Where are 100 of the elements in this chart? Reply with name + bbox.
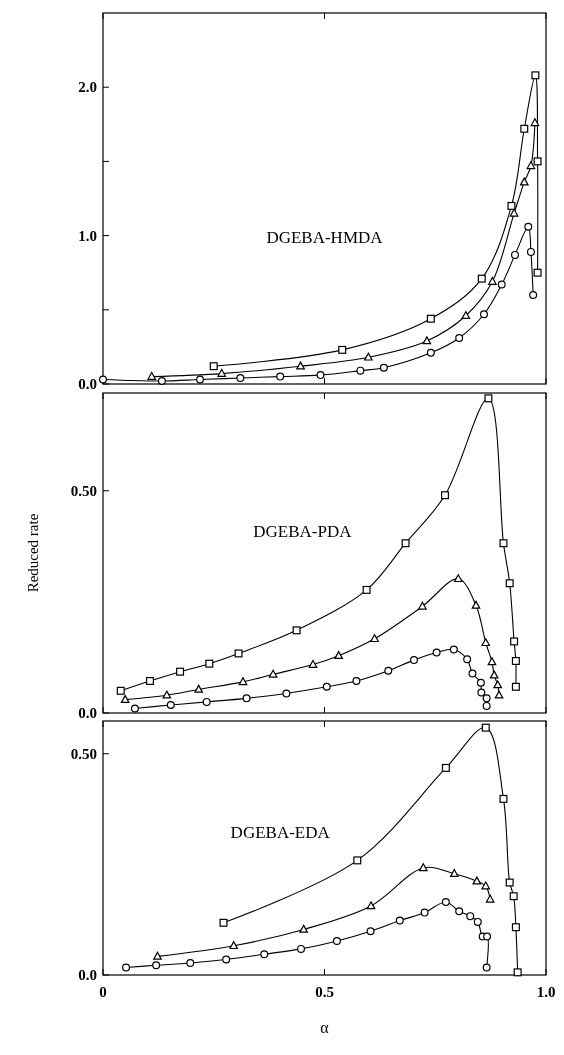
point [531, 71, 540, 80]
point [526, 247, 535, 256]
point [362, 585, 371, 594]
point [441, 491, 449, 500]
point [418, 601, 427, 610]
point [479, 310, 488, 319]
point [384, 666, 393, 675]
point [205, 659, 214, 668]
point [511, 657, 520, 665]
point [482, 963, 491, 972]
point [455, 907, 464, 916]
point [499, 794, 508, 803]
point [481, 881, 491, 890]
point [449, 645, 458, 654]
point [520, 124, 529, 133]
point [418, 863, 428, 872]
point [145, 677, 154, 685]
annotation: DGEBA-PDA [253, 522, 353, 541]
point [511, 923, 520, 932]
point [364, 352, 373, 361]
point [426, 314, 435, 323]
point [441, 897, 450, 906]
point [533, 268, 542, 277]
point [453, 574, 463, 583]
x-tick-label: 1.0 [536, 984, 556, 1000]
point [353, 856, 362, 865]
point [481, 638, 491, 647]
point [493, 680, 503, 689]
point [297, 944, 306, 953]
point [370, 634, 379, 643]
point [395, 916, 404, 925]
point [463, 655, 472, 664]
point [209, 362, 218, 371]
point [455, 334, 464, 342]
point [401, 539, 410, 548]
point [505, 579, 514, 588]
point [510, 250, 519, 259]
point [260, 950, 269, 959]
y-tick-label: 0.0 [78, 967, 97, 984]
point [510, 637, 519, 646]
point [130, 704, 139, 713]
point [426, 348, 435, 357]
point [509, 208, 519, 217]
y-tick-label: 1.0 [78, 227, 97, 244]
point [238, 677, 248, 686]
point [268, 669, 278, 678]
point [166, 701, 175, 709]
point [507, 201, 516, 210]
point [153, 951, 162, 960]
point [186, 959, 195, 968]
point [152, 961, 161, 970]
point [219, 918, 228, 927]
point [147, 371, 157, 380]
point [432, 648, 441, 657]
annotation: DGEBA-EDA [230, 822, 331, 842]
point [524, 222, 533, 231]
point [449, 868, 459, 877]
point [473, 917, 482, 926]
point [322, 682, 331, 691]
point [196, 375, 205, 384]
point [122, 963, 131, 972]
point [332, 936, 341, 945]
point [356, 366, 365, 375]
point [338, 345, 347, 354]
point [162, 690, 172, 699]
annotation: DGEBA-HMDA [266, 228, 384, 248]
point [488, 276, 497, 285]
point [116, 686, 125, 695]
point [487, 657, 497, 666]
point [292, 626, 301, 635]
point [282, 689, 291, 698]
point [217, 368, 227, 377]
point [441, 763, 450, 772]
point [316, 371, 325, 380]
y-tick-label: 0.0 [78, 705, 97, 722]
point [334, 650, 344, 659]
point [222, 955, 231, 964]
point [499, 539, 508, 548]
y-tick-label: 0.50 [70, 483, 97, 500]
point [422, 336, 432, 345]
point [296, 361, 305, 370]
point [530, 118, 540, 127]
y-axis-title: Reduced rate [25, 513, 41, 593]
point [276, 372, 285, 381]
point [468, 669, 477, 678]
point [477, 688, 486, 697]
point [511, 682, 520, 691]
point [461, 311, 471, 320]
point [477, 274, 486, 283]
point [466, 912, 475, 921]
point [471, 600, 481, 609]
point [472, 876, 482, 885]
point [409, 656, 418, 665]
point [526, 161, 536, 170]
y-tick-label: 0.50 [70, 746, 97, 762]
point [482, 694, 491, 703]
point [485, 894, 495, 903]
point [484, 394, 493, 403]
point [379, 363, 388, 372]
point [476, 678, 485, 687]
